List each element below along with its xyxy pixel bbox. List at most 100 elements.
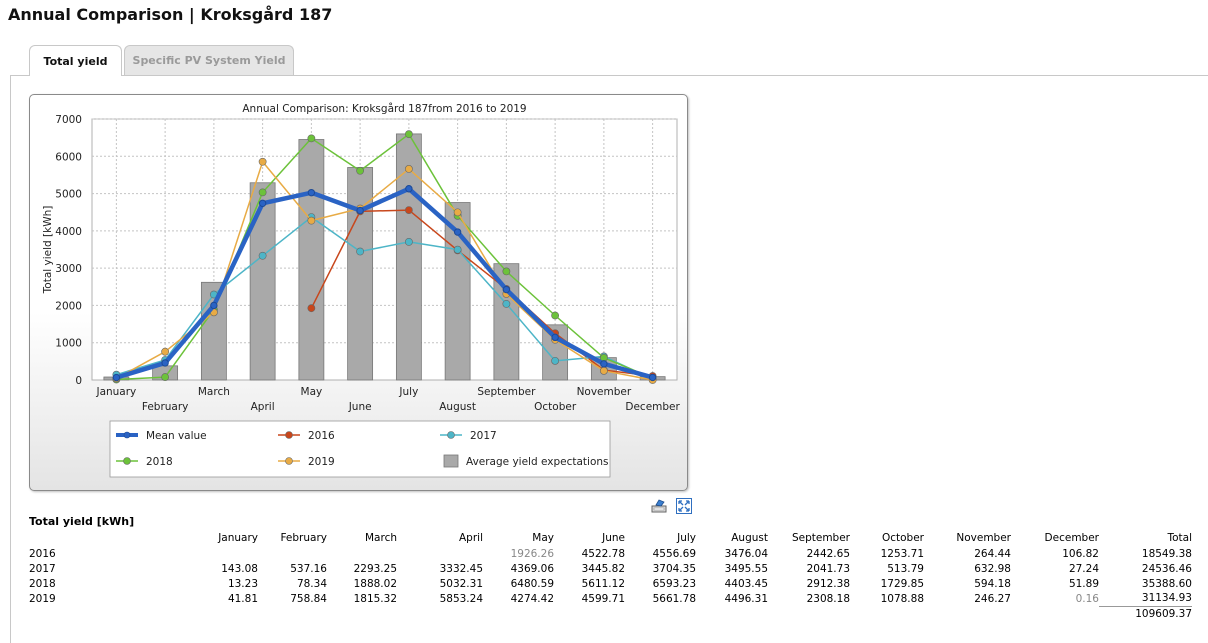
table-cell: 1729.85 [880, 577, 924, 590]
fullscreen-icon[interactable] [675, 497, 693, 515]
x-tick-label: November [577, 386, 632, 398]
table-title: Total yield [kWh] [29, 515, 135, 528]
x-tick-label: March [198, 386, 230, 398]
tab-panel [10, 75, 1208, 643]
table-row: 2016 1926.26 4522.78 4556.69 3476.04 2442.65 1… [29, 546, 1192, 561]
table-cell: 78.34 [296, 577, 327, 590]
table-header-december: December [1044, 532, 1099, 544]
point-2018 [502, 267, 511, 276]
table-cell: 51.89 [1068, 577, 1099, 590]
point-mean-value [307, 188, 316, 197]
table-header-february: February [280, 532, 327, 544]
legend-marker [285, 431, 293, 439]
table-cell: 5611.12 [581, 577, 625, 590]
chart-title: Annual Comparison: Kroksgård 187from 201… [242, 102, 526, 115]
point-2019 [258, 157, 267, 166]
legend-label: 2018 [146, 456, 173, 468]
table-cell: 4522.78 [581, 547, 625, 560]
point-2017 [356, 247, 365, 256]
point-mean-value [161, 359, 169, 367]
point-mean-value [258, 199, 267, 208]
table-cell: 18549.38 [1141, 547, 1192, 560]
grand-total: 109609.37 [1099, 605, 1192, 621]
tab-specific-pv-system-yield[interactable]: Specific PV System Yield [124, 45, 294, 75]
table-cell: 4274.42 [510, 592, 554, 605]
legend-marker [123, 457, 131, 465]
table-header-total: Total [1167, 532, 1192, 544]
table-cell: 13.23 [227, 577, 258, 590]
legend-label: 2016 [308, 430, 335, 442]
table-cell: 41.81 [227, 592, 258, 605]
table-cell: 2041.73 [806, 562, 850, 575]
point-2018 [356, 166, 365, 175]
bar-average-yield-expectation [493, 263, 520, 381]
table-header-march: March [364, 532, 397, 544]
chart-container: Annual Comparison: Kroksgård 187from 201… [29, 94, 688, 491]
table-cell [139, 546, 258, 561]
series-line-2018 [116, 133, 653, 381]
legend-marker [123, 431, 131, 439]
point-mean-value [112, 373, 121, 382]
y-tick-label: 6000 [55, 151, 82, 163]
y-tick-label: 0 [75, 375, 82, 387]
y-tick-label: 1000 [55, 338, 82, 350]
table-cell: 4599.71 [581, 592, 625, 605]
table-cell: 758.84 [290, 592, 327, 605]
table-cell: 1253.71 [880, 547, 924, 560]
table-cell: 1888.02 [353, 577, 397, 590]
point-2017 [502, 299, 511, 308]
bar-average-yield-expectation [347, 167, 374, 381]
x-tick-label: January [95, 386, 136, 398]
table-row-year: 2016 [29, 547, 56, 560]
table-row-year: 2017 [29, 562, 56, 575]
legend-box [109, 420, 611, 478]
point-mean-value [405, 185, 413, 193]
export-icon[interactable] [650, 497, 668, 515]
series-line-2017 [116, 216, 653, 380]
annual-comparison-chart: Annual Comparison: Kroksgård 187from 201… [42, 102, 681, 478]
legend-label: 2017 [470, 430, 497, 442]
x-tick-label: August [439, 401, 476, 413]
tab-total-yield[interactable]: Total yield [29, 45, 122, 76]
y-tick-label: 4000 [55, 226, 82, 238]
series-line-mean-value [115, 186, 654, 380]
legend-label: 2019 [308, 456, 335, 468]
table-header-october: October [881, 532, 924, 544]
table-cell: 1815.32 [353, 592, 397, 605]
y-tick-label: 7000 [55, 114, 82, 126]
legend-label: Mean value [146, 430, 207, 442]
table-header-november: November [956, 532, 1011, 544]
table-row: 2018 13.23 78.34 1888.02 5032.31 6480.59 5611.… [29, 576, 1192, 591]
point-mean-value [502, 285, 511, 294]
bar-average-yield-expectation [298, 139, 325, 381]
table-header-june: June [602, 532, 625, 544]
legend-label: Average yield expectations [466, 456, 609, 468]
table-cell: 6480.59 [510, 577, 554, 590]
table-cell: 4369.06 [510, 562, 554, 575]
table-cell: 6593.23 [652, 577, 696, 590]
table-header-year [29, 530, 139, 546]
table-row: 2019 41.81 758.84 1815.32 5853.24 4274.42 4599… [29, 591, 1192, 606]
y-tick-label: 5000 [55, 189, 82, 201]
point-mean-value [551, 333, 559, 342]
table-cell: 264.44 [974, 547, 1011, 560]
table-header-january: January [218, 532, 258, 544]
point-2017 [551, 356, 560, 365]
table-cell: 3476.04 [724, 547, 768, 560]
table-cell [397, 546, 483, 561]
table-header-row: January February March April May June July Augu… [29, 530, 1192, 546]
table-cell: 632.98 [974, 562, 1011, 575]
table-header-may: May [532, 532, 554, 544]
table-cell: 2308.18 [806, 592, 850, 605]
point-mean-value [453, 228, 462, 236]
legend-marker [285, 457, 293, 465]
table-cell: 143.08 [221, 562, 258, 575]
bar-average-yield-expectation [200, 281, 227, 381]
table-header-august: August [731, 532, 768, 544]
table-cell: 513.79 [887, 562, 924, 575]
table-cell: 5032.31 [439, 577, 483, 590]
table-cell [327, 546, 397, 561]
table-row-year: 2018 [29, 577, 56, 590]
table-cell: 3445.82 [581, 562, 625, 575]
point-mean-value [648, 373, 657, 382]
